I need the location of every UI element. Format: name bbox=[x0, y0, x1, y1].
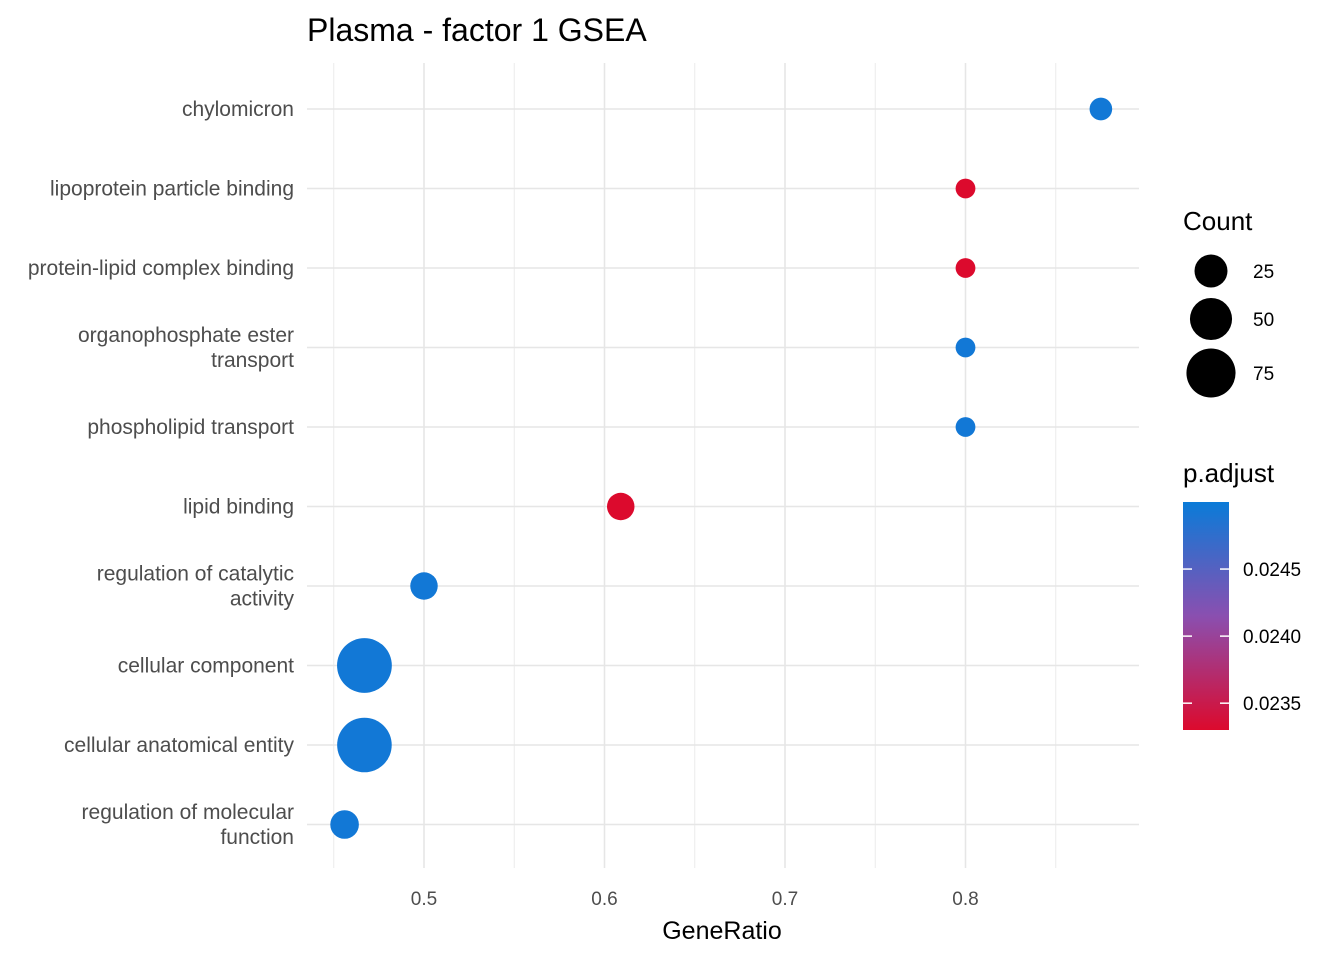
data-points bbox=[330, 97, 1113, 839]
y-tick-label: chylomicron bbox=[182, 98, 294, 121]
y-tick-labels: chylomicron lipoprotein particle binding p… bbox=[28, 98, 295, 849]
size-legend-label: 50 bbox=[1253, 310, 1274, 331]
data-point bbox=[955, 178, 976, 199]
y-tick-label: protein-lipid complex binding bbox=[28, 257, 294, 280]
data-point bbox=[337, 717, 392, 773]
color-legend-ticks: 0.0245 0.0240 0.0235 bbox=[1183, 560, 1301, 715]
x-tick-label: 0.8 bbox=[952, 889, 978, 910]
y-tick-label: cellular component bbox=[118, 655, 294, 678]
color-legend-label: 0.0245 bbox=[1243, 560, 1301, 581]
color-legend-title: p.adjust bbox=[1183, 458, 1275, 488]
size-legend-key bbox=[1189, 297, 1233, 341]
size-legend-key bbox=[1194, 254, 1228, 288]
data-point bbox=[1089, 97, 1113, 121]
data-point bbox=[330, 810, 359, 839]
size-legend-key bbox=[1186, 348, 1236, 398]
data-point bbox=[955, 417, 976, 437]
y-tick-label: regulation of molecular function bbox=[82, 801, 294, 849]
y-tick-label: lipoprotein particle binding bbox=[50, 178, 294, 201]
chart-title: Plasma - factor 1 GSEA bbox=[307, 12, 647, 48]
y-tick-label: lipid binding bbox=[183, 496, 294, 519]
size-legend-title: Count bbox=[1183, 206, 1253, 236]
size-legend: 25 50 75 bbox=[1186, 254, 1274, 398]
data-point bbox=[955, 258, 976, 278]
data-point bbox=[607, 492, 635, 521]
y-tick-label: cellular anatomical entity bbox=[64, 734, 294, 757]
color-legend-label: 0.0240 bbox=[1243, 627, 1301, 648]
color-legend-label: 0.0235 bbox=[1243, 694, 1301, 715]
x-tick-labels: 0.5 0.6 0.7 0.8 bbox=[411, 889, 979, 910]
size-legend-label: 25 bbox=[1253, 262, 1274, 283]
data-point bbox=[337, 638, 392, 693]
x-tick-label: 0.6 bbox=[591, 889, 617, 910]
color-legend-bar bbox=[1183, 502, 1229, 730]
y-tick-label: organophosphate ester transport bbox=[78, 324, 294, 372]
x-tick-label: 0.7 bbox=[772, 889, 798, 910]
x-tick-label: 0.5 bbox=[411, 889, 437, 910]
y-tick-label: regulation of catalytic activity bbox=[97, 563, 295, 611]
grid-lines bbox=[307, 63, 1139, 868]
data-point bbox=[410, 572, 438, 600]
data-point bbox=[955, 337, 976, 358]
y-tick-label: phospholipid transport bbox=[87, 416, 294, 439]
size-legend-label: 75 bbox=[1253, 364, 1274, 385]
x-axis-label: GeneRatio bbox=[662, 917, 782, 945]
